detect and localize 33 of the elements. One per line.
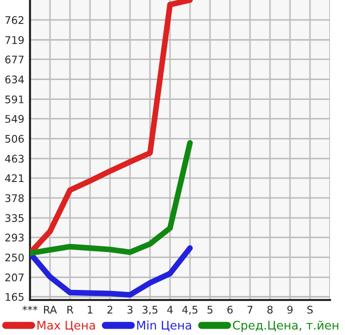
x-tick-label: R	[67, 306, 74, 314]
x-tick-label: 3	[127, 306, 132, 314]
y-tick-label: 506	[5, 134, 24, 143]
x-tick-label: 3,5	[142, 306, 158, 315]
y-tick-label: 762	[5, 16, 24, 24]
legend-label: Сред.Цена, т.йен	[232, 320, 338, 332]
x-tick-label: 7	[248, 306, 252, 314]
x-tick-label: 6	[227, 306, 233, 314]
x-tick-label: 9	[287, 306, 293, 314]
y-tick-label: 207	[5, 274, 24, 282]
x-tick-label: S	[307, 306, 313, 314]
x-tick-label: 1	[88, 306, 92, 314]
x-tick-label: 4,5	[182, 306, 198, 315]
x-tick-label: 8	[267, 306, 273, 314]
y-tick-label: 463	[5, 154, 24, 163]
y-tick-label: 549	[5, 114, 24, 123]
x-tick-label: RA	[44, 306, 57, 314]
x-tick-label: ***	[22, 306, 38, 310]
y-tick-label: 421	[5, 174, 24, 182]
y-tick-label: 378	[5, 194, 24, 202]
y-tick-label: 634	[5, 76, 24, 84]
y-tick-label: 335	[5, 214, 24, 222]
y-tick-label: 250	[5, 254, 24, 262]
legend-label: Min Цена	[137, 320, 192, 332]
x-tick-label: 2	[107, 306, 112, 314]
x-tick-label: 4	[167, 306, 173, 314]
y-tick-label: 293	[5, 234, 24, 242]
y-tick-label: 677	[5, 56, 24, 64]
legend-label: Max Цена	[38, 320, 95, 332]
y-tick-label: 591	[5, 95, 24, 104]
y-tick-label: 165	[6, 292, 24, 301]
y-tick-label: 719	[5, 36, 24, 44]
x-tick-label: 5	[207, 306, 212, 314]
